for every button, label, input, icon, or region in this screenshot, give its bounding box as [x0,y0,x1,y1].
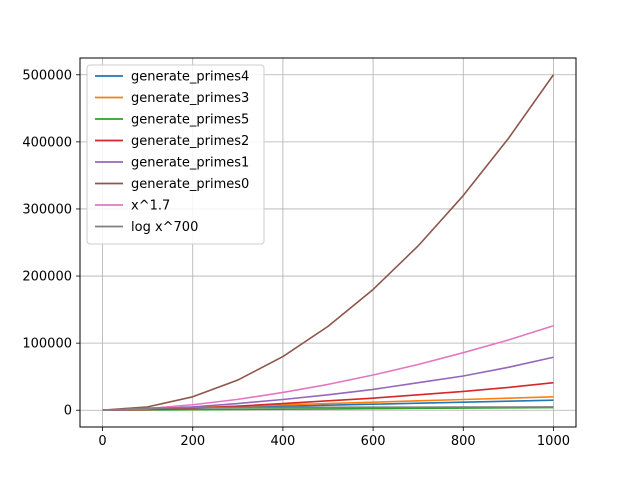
legend-label: log x^700 [131,220,198,235]
y-tick-label: 400000 [22,135,72,150]
legend: generate_primes4 generate_primes3 generate… [86,64,265,245]
x-tick-label: 400 [270,434,295,449]
y-axis: 0 100000 200000 300000 400000 500000 [22,68,80,419]
legend-label: generate_primes2 [131,134,249,149]
legend-label: x^1.7 [131,199,170,214]
series-line [102,406,554,412]
series-lines [102,74,555,412]
series-line [102,381,554,412]
y-tick-label: 0 [64,404,72,419]
legend-box [86,64,265,245]
y-tick-label: 500000 [22,68,72,83]
y-tick-label: 200000 [22,270,72,285]
legend-label: generate_primes3 [131,91,249,106]
legend-label: generate_primes5 [131,113,249,128]
x-tick-label: 800 [451,434,476,449]
legend-label: generate_primes4 [131,70,249,85]
series-line [102,74,555,412]
series-line [102,325,554,412]
y-tick-label: 300000 [22,202,72,217]
x-axis: 0 200 400 600 800 1000 [98,427,570,449]
plot-area-frame [79,57,577,428]
x-tick-label: 600 [361,434,386,449]
series-line [102,406,554,412]
y-tick-label: 100000 [22,337,72,352]
legend-label: generate_primes1 [131,156,249,171]
x-tick-label: 200 [180,434,205,449]
x-tick-label: 1000 [537,434,570,449]
legend-label: generate_primes0 [131,177,249,192]
x-tick-label: 0 [98,434,106,449]
